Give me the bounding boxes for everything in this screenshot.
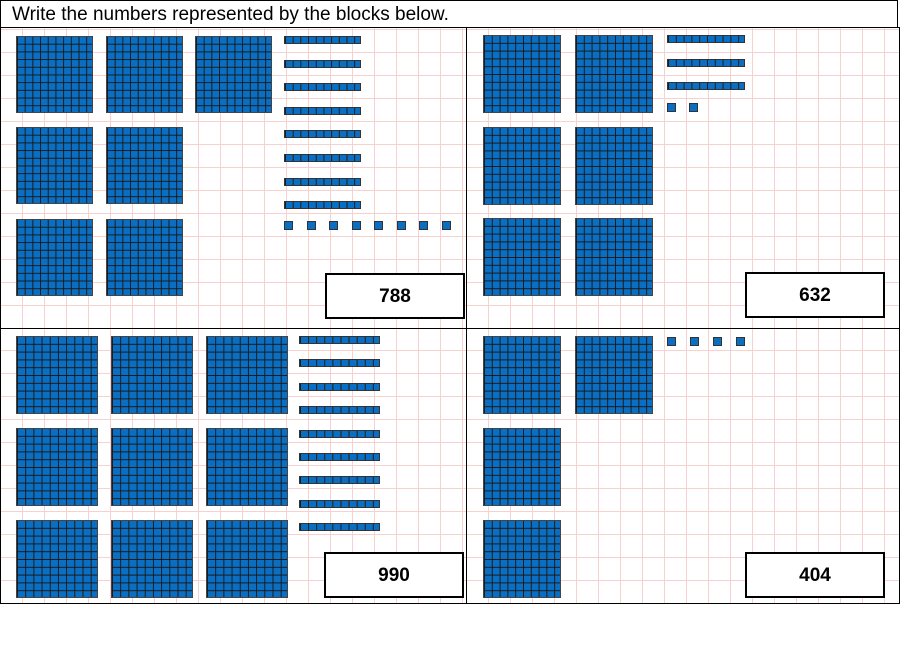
hundred-block bbox=[106, 219, 183, 296]
hundred-block bbox=[483, 127, 561, 205]
hundred-block bbox=[106, 127, 183, 204]
ten-rod bbox=[299, 453, 380, 461]
one-cube bbox=[689, 103, 698, 112]
one-cube bbox=[374, 221, 383, 230]
answer-box-3[interactable]: 990 bbox=[324, 552, 464, 598]
one-cube bbox=[667, 103, 676, 112]
ten-rod bbox=[284, 83, 361, 91]
ten-rod bbox=[284, 107, 361, 115]
ten-rod bbox=[299, 500, 380, 508]
ten-rod bbox=[299, 523, 380, 531]
hundred-block bbox=[16, 336, 98, 414]
ten-rod bbox=[284, 130, 361, 138]
one-cube bbox=[713, 337, 722, 346]
ten-rod bbox=[299, 336, 380, 344]
hundred-block bbox=[111, 336, 193, 414]
hundred-block bbox=[16, 520, 98, 598]
hundred-block bbox=[111, 520, 193, 598]
one-cube bbox=[397, 221, 406, 230]
hundred-block bbox=[195, 36, 272, 113]
hundred-block bbox=[16, 428, 98, 506]
hundred-block bbox=[575, 336, 653, 414]
hundred-block bbox=[575, 35, 653, 113]
hundred-block bbox=[16, 127, 93, 204]
hundred-block bbox=[483, 35, 561, 113]
one-cube bbox=[307, 221, 316, 230]
answer-box-4[interactable]: 404 bbox=[745, 552, 885, 598]
hundred-block bbox=[483, 218, 561, 296]
answer-box-2[interactable]: 632 bbox=[745, 272, 885, 318]
one-cube bbox=[736, 337, 745, 346]
one-cube bbox=[419, 221, 428, 230]
ten-rod bbox=[299, 430, 380, 438]
hundred-block bbox=[483, 428, 561, 506]
one-cube bbox=[329, 221, 338, 230]
one-cube bbox=[284, 221, 293, 230]
ten-rod bbox=[299, 406, 380, 414]
ten-rod bbox=[284, 201, 361, 209]
hundred-block bbox=[206, 336, 288, 414]
ten-rod bbox=[299, 359, 380, 367]
hundred-block bbox=[206, 428, 288, 506]
hundred-block bbox=[483, 520, 561, 598]
hundred-block bbox=[106, 36, 183, 113]
hundred-block bbox=[575, 127, 653, 205]
one-cube bbox=[442, 221, 451, 230]
worksheet-instructions: Write the numbers represented by the blo… bbox=[0, 0, 898, 27]
hundred-block bbox=[111, 428, 193, 506]
hundred-block bbox=[16, 219, 93, 296]
one-cube bbox=[352, 221, 361, 230]
hundred-block bbox=[206, 520, 288, 598]
hundred-block bbox=[483, 336, 561, 414]
hundred-block bbox=[16, 36, 93, 113]
ten-rod bbox=[284, 178, 361, 186]
answer-box-1[interactable]: 788 bbox=[325, 273, 465, 319]
ten-rod bbox=[299, 383, 380, 391]
one-cube bbox=[667, 337, 676, 346]
ten-rod bbox=[299, 476, 380, 484]
one-cube bbox=[690, 337, 699, 346]
ten-rod bbox=[667, 82, 745, 90]
ten-rod bbox=[667, 35, 745, 43]
ten-rod bbox=[667, 59, 745, 67]
ten-rod bbox=[284, 60, 361, 68]
ten-rod bbox=[284, 36, 361, 44]
ten-rod bbox=[284, 154, 361, 162]
hundred-block bbox=[575, 218, 653, 296]
